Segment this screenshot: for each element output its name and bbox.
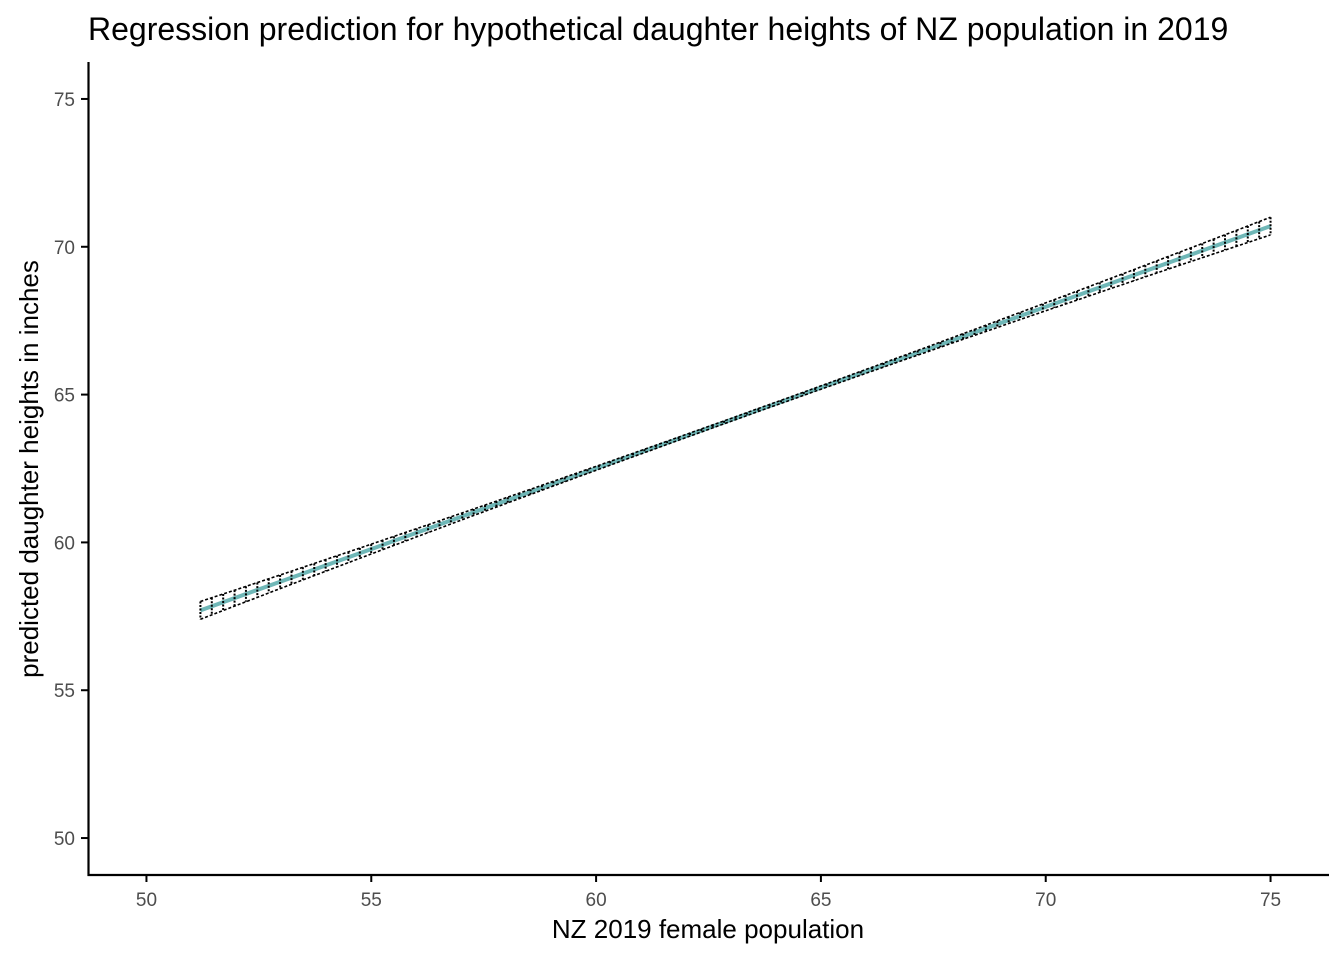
chart-title: Regression prediction for hypothetical d… — [88, 11, 1228, 47]
x-tick-label: 60 — [586, 890, 607, 911]
plot-area — [199, 216, 1272, 621]
x-tick-label: 75 — [1260, 890, 1281, 911]
x-axis-title: NZ 2019 female population — [552, 914, 864, 944]
y-tick-label: 65 — [54, 386, 75, 407]
x-tick-label: 65 — [810, 890, 831, 911]
y-tick-label: 60 — [54, 533, 75, 554]
lower-interval-line — [200, 234, 1271, 621]
x-tick-label: 70 — [1035, 890, 1056, 911]
y-axis-title: predicted daughter heights in inches — [14, 260, 44, 678]
x-tick-label: 55 — [361, 890, 382, 911]
x-tick-label: 50 — [136, 890, 157, 911]
x-axis: 50 55 60 65 70 75 — [87, 873, 1329, 911]
y-tick-label: 50 — [54, 829, 75, 850]
y-axis: 50 55 60 65 70 75 — [54, 62, 90, 876]
y-tick-label: 75 — [54, 90, 75, 111]
y-tick-label: 70 — [54, 238, 75, 259]
upper-interval-line — [200, 216, 1271, 603]
y-tick-label: 55 — [54, 681, 75, 702]
